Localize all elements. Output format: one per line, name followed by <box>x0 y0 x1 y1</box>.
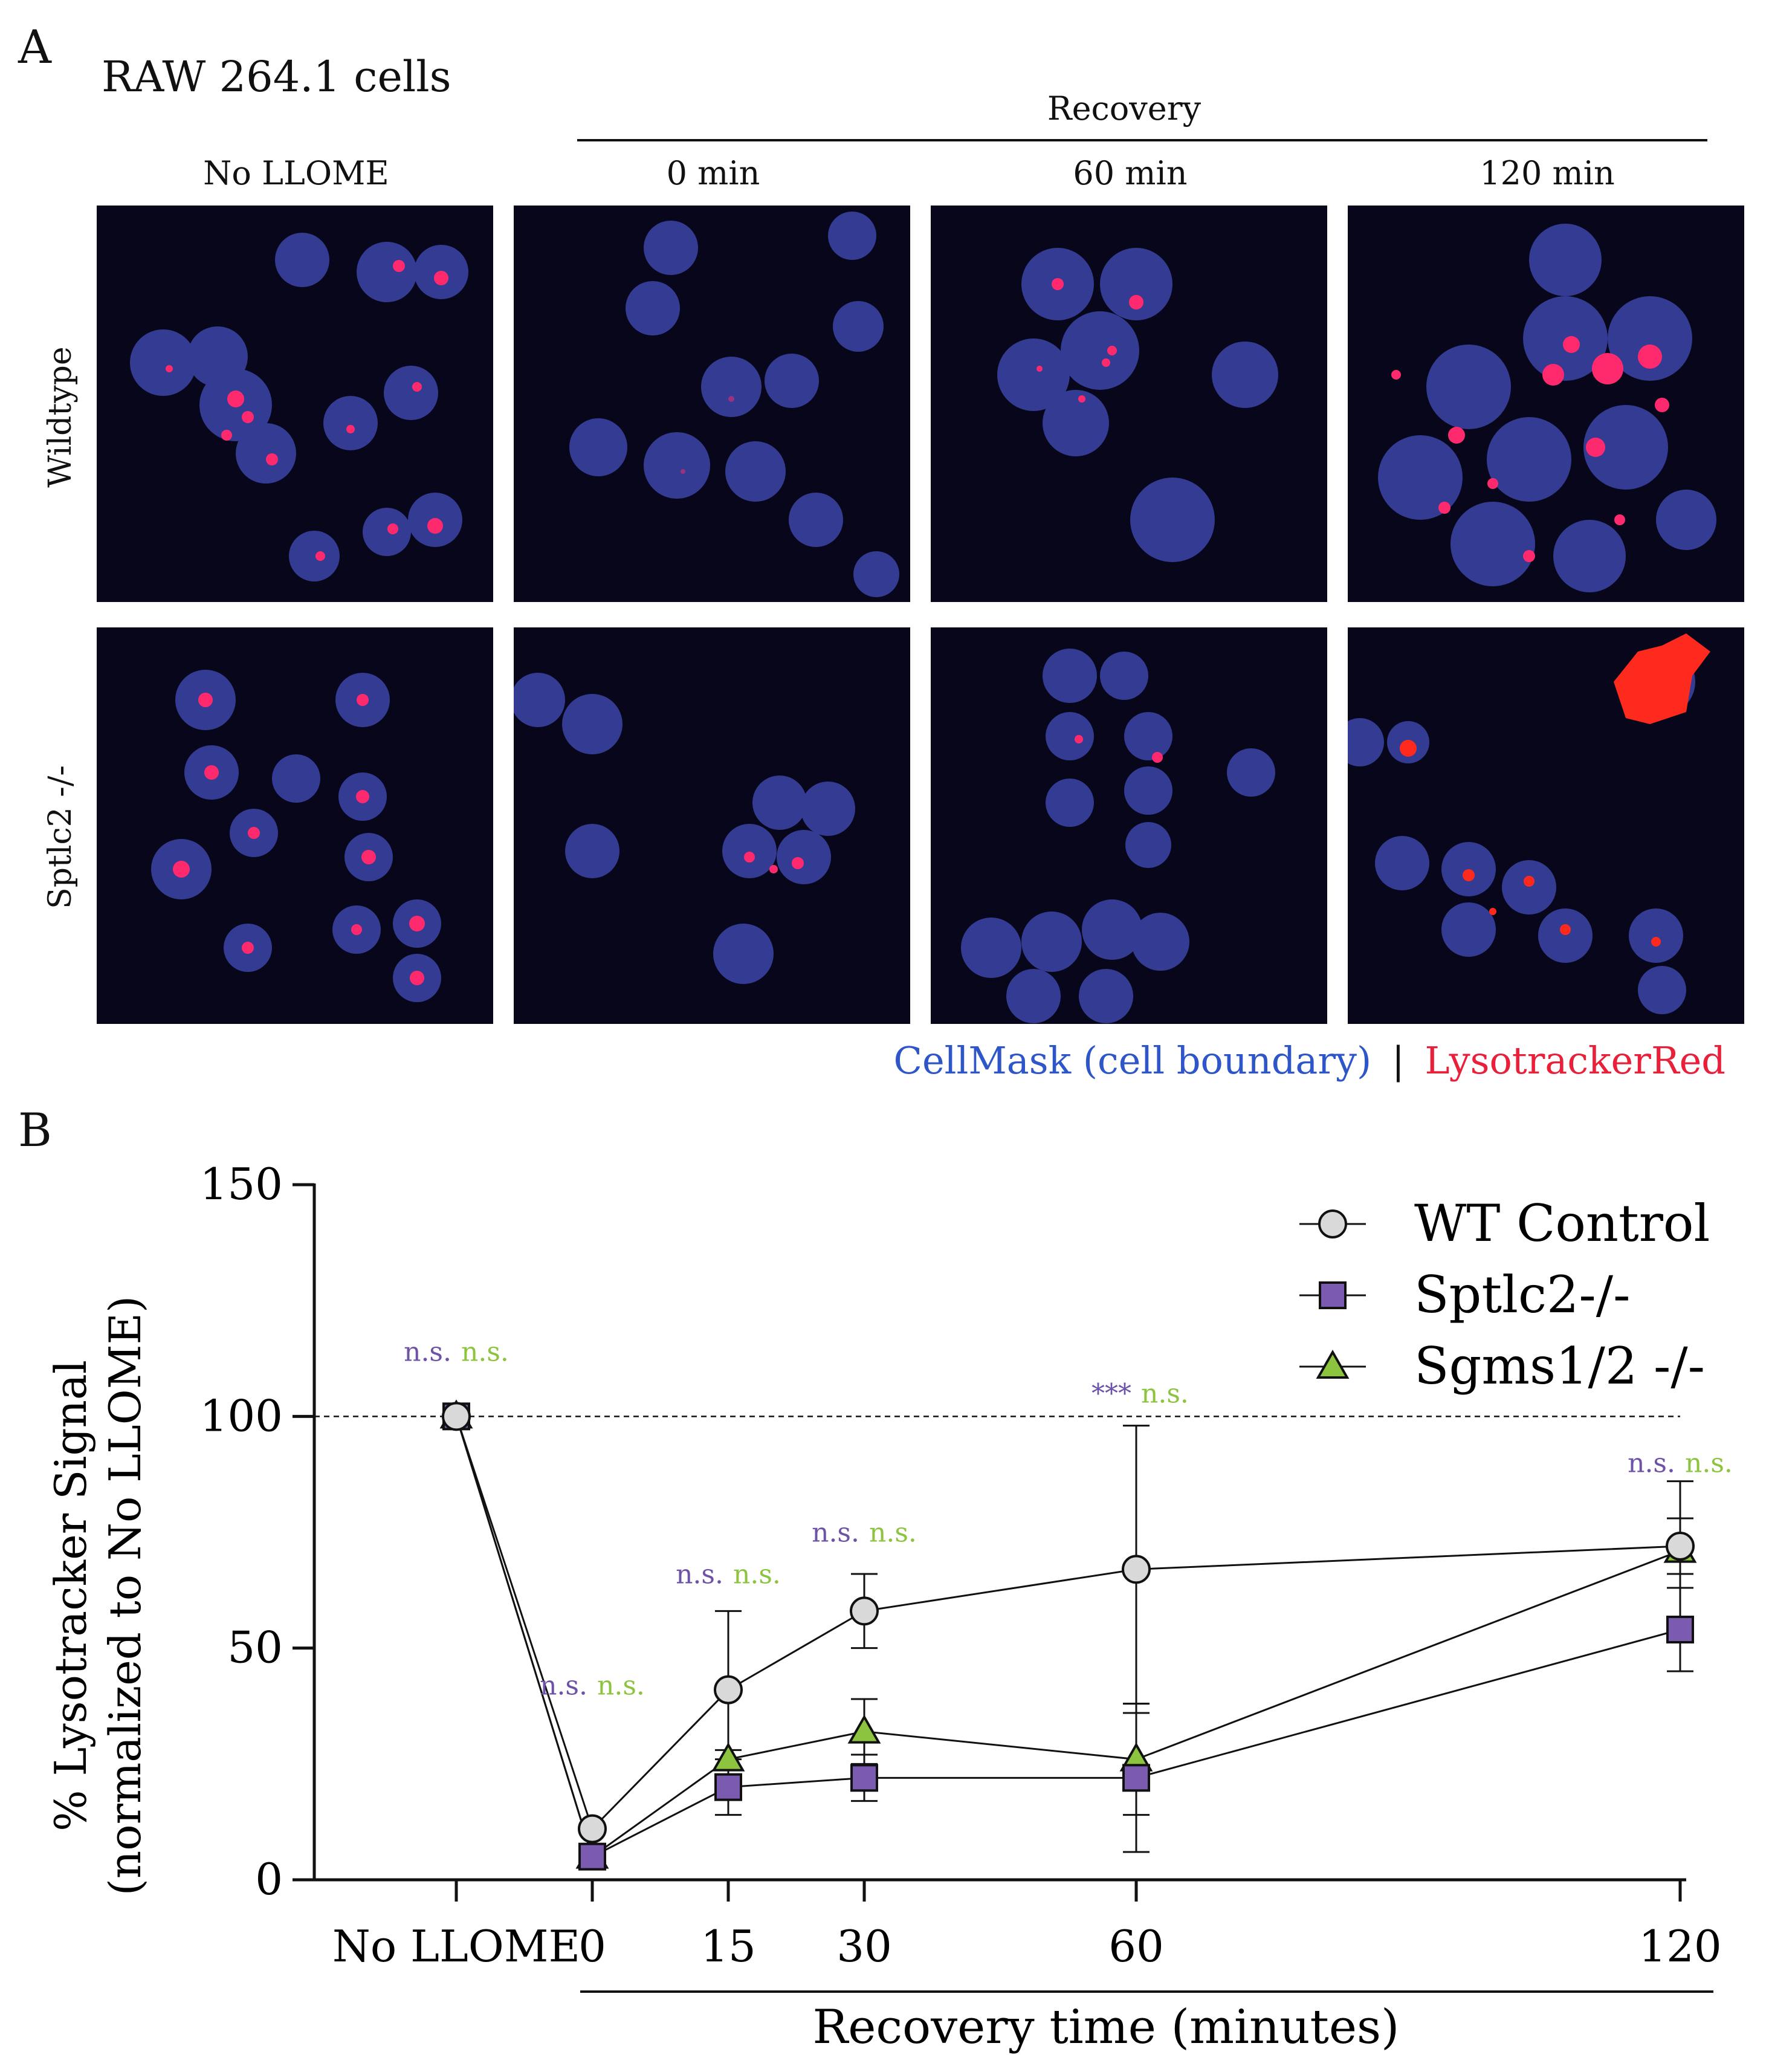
legend-label-0: WT Control <box>1414 1194 1710 1253</box>
data-point-0-1 <box>579 1816 606 1842</box>
annotation-4-b: n.s. <box>1141 1378 1189 1409</box>
stain-legend-separator: | <box>1392 1038 1405 1083</box>
x-tick-label-2: 15 <box>700 1921 756 1972</box>
data-point-1-4 <box>1124 1765 1149 1790</box>
annotation-2-b: n.s. <box>733 1559 781 1590</box>
y-tick-label-50: 50 <box>227 1622 283 1673</box>
annotation-1-b: n.s. <box>597 1670 645 1701</box>
data-point-1-5 <box>1667 1617 1693 1642</box>
micrograph-wildtype-60-min-image <box>931 206 1327 602</box>
annotation-3-b: n.s. <box>869 1517 917 1548</box>
micrograph-sptlc2-no-llome-image <box>97 627 493 1024</box>
lysotracker-label: LysotrackerRed <box>1425 1038 1725 1083</box>
x-tick-label-3: 30 <box>836 1921 892 1972</box>
legend-marker-0 <box>1319 1211 1346 1237</box>
micrograph-wildtype-no-llome-image <box>97 206 493 602</box>
micrograph-sptlc2-120-min <box>1348 627 1744 1024</box>
panel-a-title: RAW 264.1 cells <box>102 52 451 102</box>
series-group <box>442 1402 1695 1869</box>
data-point-1-2 <box>716 1775 741 1800</box>
row-label-wildtype: Wildtype <box>42 284 79 550</box>
x-tick-label-0: No LLOME <box>332 1921 580 1972</box>
annotation-5-b: n.s. <box>1685 1448 1733 1478</box>
micrograph-sptlc2-no-llome <box>97 627 493 1024</box>
legend-label-1: Sptlc2-/- <box>1414 1265 1631 1324</box>
micrograph-wildtype-no-llome <box>97 206 493 602</box>
micrograph-sptlc2-60-min-image <box>931 627 1327 1024</box>
annotation-3-a: n.s. <box>812 1517 859 1548</box>
y-tick-label-100: 100 <box>200 1390 283 1441</box>
micrograph-sptlc2-60-min <box>931 627 1327 1024</box>
micrograph-wildtype-120-min-image <box>1348 206 1744 602</box>
x-tick-label-1: 0 <box>578 1921 606 1972</box>
row-label-sptlc2: Sptlc2 -/- <box>42 704 79 970</box>
panel-a-letter: A <box>18 24 51 70</box>
annotation-5-a: n.s. <box>1628 1448 1675 1478</box>
data-point-0-2 <box>715 1677 742 1703</box>
annotation-2-a: n.s. <box>676 1559 723 1590</box>
micrograph-wildtype-0-min <box>514 206 910 602</box>
annotation-4-a: *** <box>1091 1378 1131 1409</box>
annotation-0-a: n.s. <box>404 1336 451 1367</box>
column-header-0-min: 0 min <box>514 154 913 192</box>
series-line-2 <box>456 1416 1680 1856</box>
micrograph-wildtype-60-min <box>931 206 1327 602</box>
legend-label-2: Sgms1/2 -/- <box>1414 1336 1705 1396</box>
micrograph-sptlc2-0-min <box>514 627 910 1024</box>
series-line-0 <box>456 1416 1680 1828</box>
y-tick-label-0: 0 <box>255 1854 283 1905</box>
data-point-0-4 <box>1123 1556 1150 1582</box>
annotation-1-a: n.s. <box>540 1670 587 1701</box>
micrograph-sptlc2-120-min-image <box>1348 627 1744 1024</box>
x-tick-label-4: 60 <box>1108 1921 1164 1972</box>
column-header-60-min: 60 min <box>931 154 1330 192</box>
annotation-0-b: n.s. <box>461 1336 509 1367</box>
x-axis-label: Recovery time (minutes) <box>813 2000 1400 2054</box>
y-axis-label-line2: (normalized to No LLOME) <box>100 1296 150 1896</box>
data-point-0-0 <box>443 1403 470 1429</box>
stain-legend: CellMask (cell boundary) | LysotrackerRe… <box>894 1038 1725 1083</box>
y-tick-label-150: 150 <box>200 1159 283 1209</box>
data-point-0-3 <box>851 1598 878 1624</box>
micrograph-wildtype-120-min <box>1348 206 1744 602</box>
x-tick-label-5: 120 <box>1638 1921 1721 1972</box>
data-point-1-3 <box>852 1765 877 1790</box>
micrograph-wildtype-0-min-image <box>514 206 910 602</box>
recovery-bracket-line <box>577 139 1707 141</box>
micrograph-sptlc2-0-min-image <box>514 627 910 1024</box>
series-line-1 <box>456 1416 1680 1856</box>
data-point-0-5 <box>1667 1533 1693 1559</box>
y-axis-label-line1: % Lysotracker Signal <box>45 1360 96 1831</box>
data-point-2-3 <box>850 1717 879 1743</box>
column-header-120-min: 120 min <box>1348 154 1747 192</box>
legend-group: WT Control Sptlc2-/- Sgms1/2 -/- <box>1299 1194 1710 1396</box>
cellmask-label: CellMask (cell boundary) <box>894 1038 1372 1083</box>
column-header-no-llome: No LLOME <box>97 154 496 192</box>
data-point-1-1 <box>580 1844 605 1870</box>
legend-marker-1 <box>1320 1283 1345 1308</box>
recovery-label: Recovery <box>991 89 1257 128</box>
legend-marker-2 <box>1318 1352 1347 1378</box>
